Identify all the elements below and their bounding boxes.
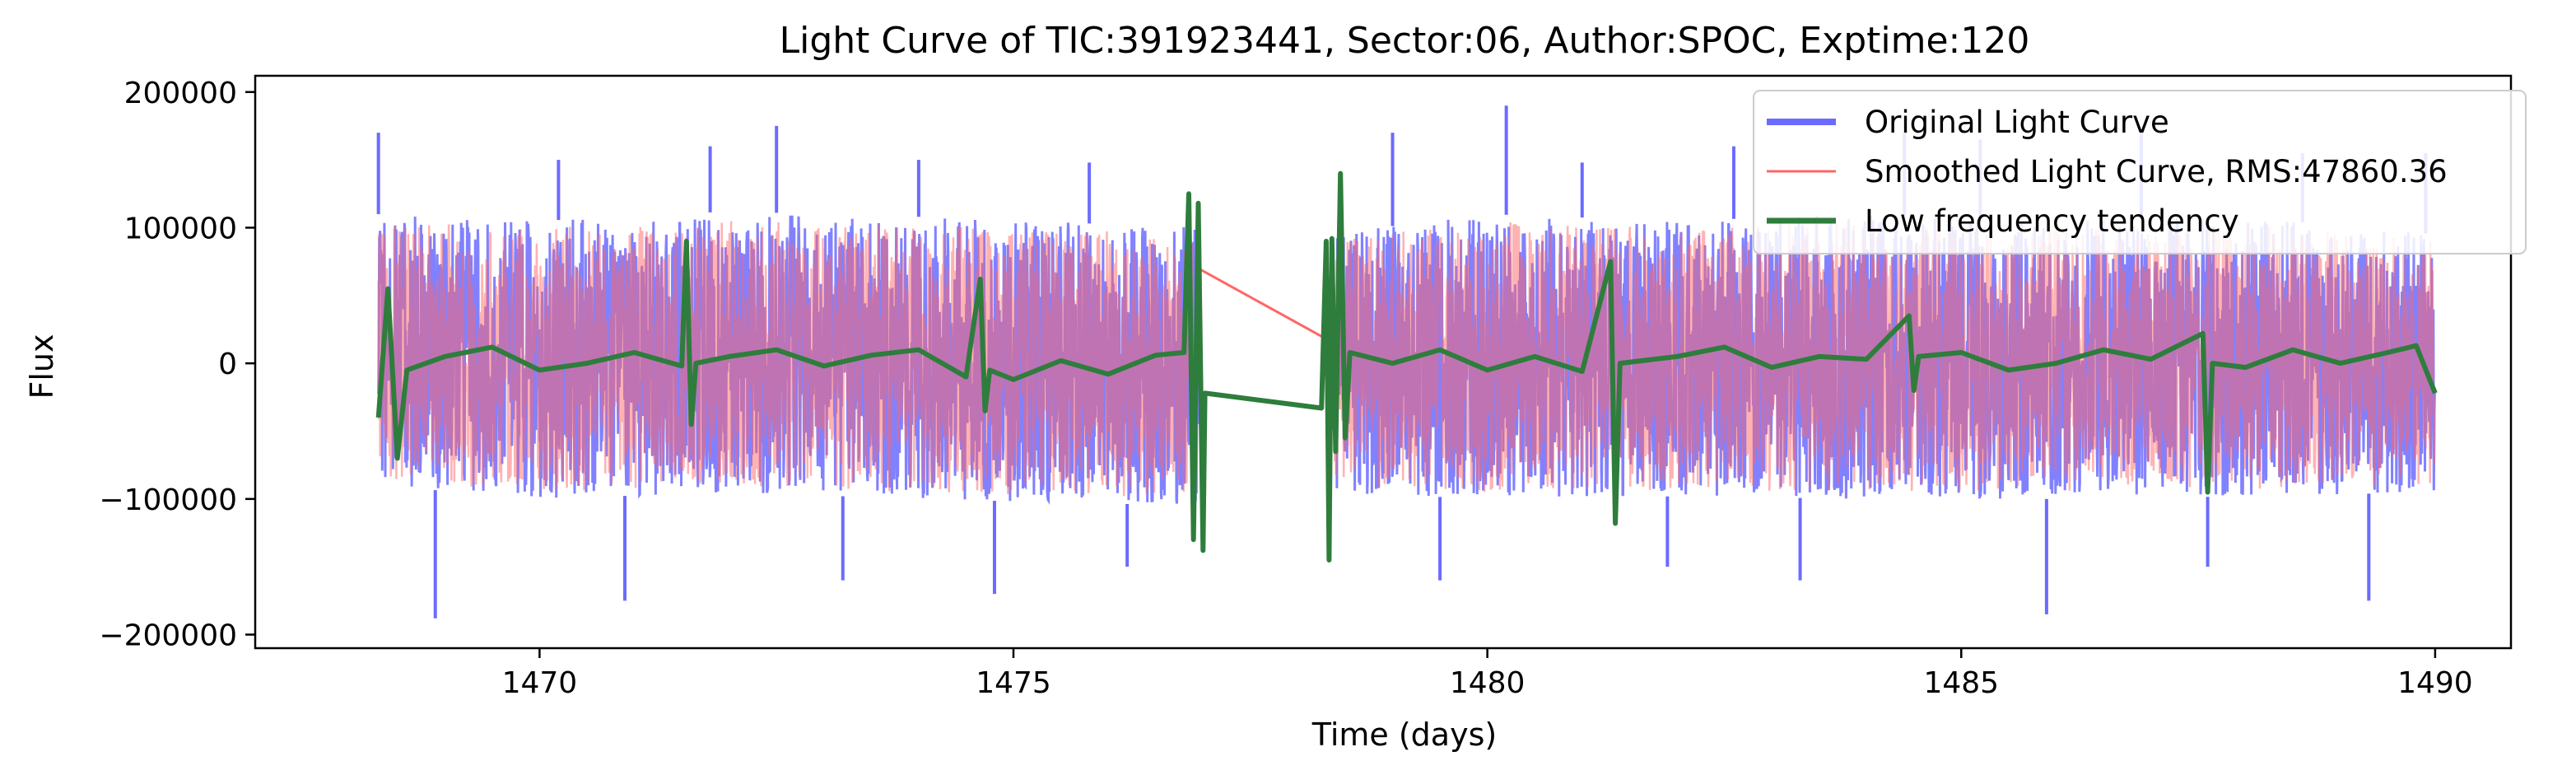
x-tick-label: 1480 xyxy=(1450,666,1526,700)
y-axis-label: Flux xyxy=(24,334,60,399)
y-tick-label: 200000 xyxy=(124,77,237,110)
smoothed-curve-segment-0 xyxy=(377,221,1199,497)
legend-label-trend: Low frequency tendency xyxy=(1865,203,2239,239)
legend: Original Light Curve Smoothed Light Curv… xyxy=(1753,90,2527,254)
x-tick-label: 1475 xyxy=(976,666,1051,700)
chart-title: Light Curve of TIC:391923441, Sector:06,… xyxy=(780,20,2030,62)
y-tick-label: −100000 xyxy=(99,483,237,517)
legend-label-smoothed: Smoothed Light Curve, RMS:47860.36 xyxy=(1865,154,2448,189)
legend-label-original: Original Light Curve xyxy=(1865,105,2169,140)
legend-box xyxy=(1753,90,2527,254)
x-tick-label: 1470 xyxy=(502,666,578,700)
y-tick-label: −200000 xyxy=(99,619,237,653)
axes: 1470 1475 1480 1485 1490 −200000 −100000 0 10000… xyxy=(99,74,2513,700)
plot-frame xyxy=(254,74,2513,650)
plot-data xyxy=(375,105,2438,619)
x-axis-label: Time (days) xyxy=(1311,717,1497,753)
x-tick-label: 1485 xyxy=(1923,666,1999,700)
x-tick-label: 1490 xyxy=(2397,666,2473,700)
y-tick-label: 100000 xyxy=(124,212,237,245)
trend-line xyxy=(375,170,2438,563)
y-tick-label: 0 xyxy=(218,348,237,381)
smoothed-curve-segment-1 xyxy=(1325,222,2436,493)
smoothed-gap-line xyxy=(1197,267,1327,340)
